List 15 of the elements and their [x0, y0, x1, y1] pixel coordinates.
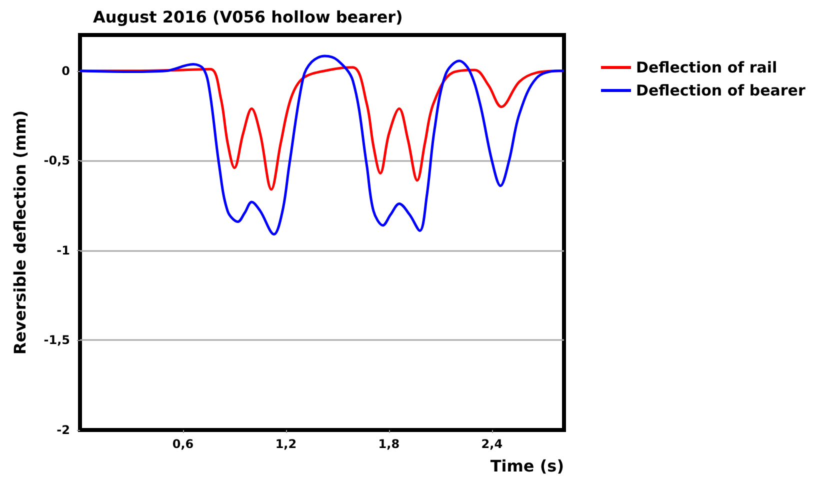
legend-label: Deflection of rail	[636, 58, 778, 76]
line-series	[78, 54, 566, 236]
y-tick-label: -1,5	[44, 333, 70, 348]
y-tick-label: -2	[56, 423, 70, 437]
y-tick-label: -1	[56, 243, 70, 258]
y-tick-label: -0,5	[44, 154, 70, 168]
x-tick-label: 0,6	[172, 437, 194, 451]
chart-title: August 2016 (V056 hollow bearer)	[93, 8, 403, 26]
y-tick-label: 0	[62, 64, 70, 78]
x-tick-label: 1,2	[275, 437, 297, 451]
x-tick-label: 2,4	[481, 437, 503, 451]
y-axis-title: Reversible deflection (mm)	[10, 110, 30, 355]
x-tick-label: 1,8	[378, 437, 400, 451]
x-axis-title: Time (s)	[490, 456, 564, 476]
legend-label: Deflection of bearer	[636, 82, 806, 100]
